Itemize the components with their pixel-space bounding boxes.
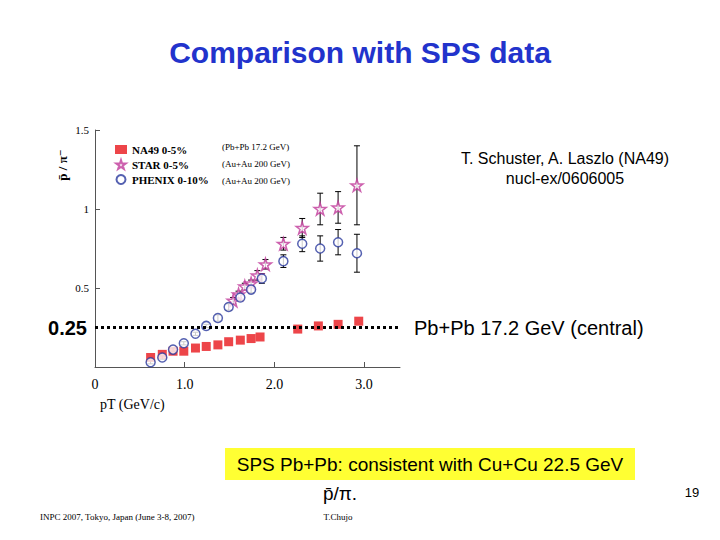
svg-text:nucl-ex/0606005: nucl-ex/0606005 <box>506 170 624 187</box>
svg-text:STAR 0-5%: STAR 0-5% <box>132 159 189 171</box>
svg-text:3.0: 3.0 <box>355 377 373 392</box>
svg-text:T.Chujo: T.Chujo <box>323 512 353 522</box>
svg-text:T. Schuster, A. Laszlo (NA49): T. Schuster, A. Laszlo (NA49) <box>461 150 669 167</box>
svg-text:19: 19 <box>685 485 699 500</box>
svg-text:2.0: 2.0 <box>266 377 284 392</box>
svg-text:PHENIX 0-10%: PHENIX 0-10% <box>132 174 209 186</box>
svg-text:1.0: 1.0 <box>176 377 194 392</box>
svg-text:SPS Pb+Pb: consistent with Cu+: SPS Pb+Pb: consistent with Cu+Cu 22.5 Ge… <box>237 454 624 475</box>
svg-text:0.25: 0.25 <box>48 317 87 339</box>
svg-text:NA49 0-5%: NA49 0-5% <box>132 144 187 156</box>
svg-text:(Au+Au 200 GeV): (Au+Au 200 GeV) <box>222 176 290 186</box>
svg-text:p̄/π.: p̄/π. <box>323 483 357 504</box>
svg-text:p̄ / π⁻: p̄ / π⁻ <box>55 149 70 180</box>
svg-text:Pb+Pb 17.2 GeV (central): Pb+Pb 17.2 GeV (central) <box>414 317 644 339</box>
svg-text:0: 0 <box>92 377 99 392</box>
svg-text:0.5: 0.5 <box>75 282 89 294</box>
svg-text:(Au+Au 200 GeV): (Au+Au 200 GeV) <box>222 159 290 169</box>
svg-text:Comparison with SPS data: Comparison with SPS data <box>169 36 551 69</box>
svg-text:pT (GeV/c): pT (GeV/c) <box>100 397 165 413</box>
svg-text:(Pb+Pb 17.2 GeV): (Pb+Pb 17.2 GeV) <box>222 142 289 152</box>
svg-text:1: 1 <box>84 203 90 215</box>
svg-text:INPC 2007, Tokyo, Japan (June: INPC 2007, Tokyo, Japan (June 3-8, 2007) <box>40 512 194 522</box>
svg-text:1.5: 1.5 <box>75 124 89 136</box>
